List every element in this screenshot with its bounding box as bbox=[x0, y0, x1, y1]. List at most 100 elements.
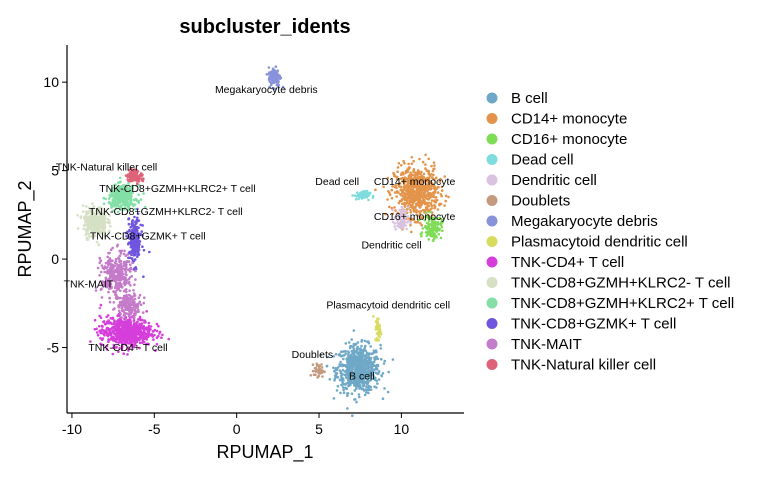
data-point bbox=[410, 156, 414, 159]
data-point bbox=[407, 197, 411, 200]
data-point bbox=[424, 163, 427, 166]
data-point bbox=[334, 367, 338, 370]
data-point bbox=[153, 333, 156, 337]
cluster-label: TNK-CD8+GZMK+ T cell bbox=[90, 231, 206, 243]
data-point bbox=[440, 189, 444, 192]
cluster-label: TNK-MAIT bbox=[64, 278, 114, 290]
data-point bbox=[381, 397, 385, 401]
data-point bbox=[322, 370, 325, 373]
data-point bbox=[117, 264, 120, 268]
data-point bbox=[361, 387, 365, 391]
legend-swatch bbox=[486, 297, 498, 309]
data-point bbox=[123, 332, 126, 335]
data-point bbox=[387, 370, 391, 374]
data-point bbox=[410, 196, 413, 199]
data-point bbox=[357, 363, 361, 366]
data-point bbox=[134, 269, 137, 273]
data-point bbox=[111, 336, 114, 340]
data-point bbox=[350, 363, 353, 367]
data-point bbox=[370, 367, 373, 370]
data-point bbox=[363, 357, 367, 361]
legend-label: B cell bbox=[511, 90, 548, 107]
data-point bbox=[134, 220, 137, 224]
data-point bbox=[447, 195, 450, 199]
data-point bbox=[167, 337, 170, 341]
data-point bbox=[106, 255, 109, 259]
data-point bbox=[439, 177, 442, 181]
data-point bbox=[430, 234, 434, 238]
data-point bbox=[137, 246, 141, 249]
data-point bbox=[365, 385, 368, 389]
cluster-label: CD16+ monocyte bbox=[374, 211, 456, 223]
data-point bbox=[350, 361, 354, 365]
data-point bbox=[96, 333, 100, 337]
data-point bbox=[342, 350, 346, 353]
data-point bbox=[350, 392, 354, 396]
data-point bbox=[128, 299, 132, 302]
data-point bbox=[155, 336, 159, 340]
data-point bbox=[360, 380, 363, 384]
data-point bbox=[357, 355, 361, 359]
data-point bbox=[396, 224, 399, 228]
data-point bbox=[386, 198, 389, 201]
data-point bbox=[439, 193, 443, 196]
cluster-label: Megakaryocyte debris bbox=[215, 84, 318, 96]
data-point bbox=[430, 164, 433, 168]
data-point bbox=[436, 223, 440, 226]
data-point bbox=[344, 342, 348, 345]
legend-swatch bbox=[486, 277, 498, 288]
data-point bbox=[118, 260, 121, 264]
data-point bbox=[427, 157, 431, 161]
data-point bbox=[369, 356, 373, 360]
data-point bbox=[338, 363, 342, 366]
data-point bbox=[312, 373, 316, 377]
data-point bbox=[336, 376, 340, 379]
data-point bbox=[113, 201, 117, 205]
data-point bbox=[341, 386, 345, 389]
data-point bbox=[362, 364, 365, 368]
data-point bbox=[420, 234, 423, 238]
data-point bbox=[134, 304, 138, 308]
data-point bbox=[422, 172, 426, 176]
data-point bbox=[349, 383, 352, 387]
legend-label: TNK-CD8+GZMK+ T cell bbox=[511, 316, 676, 333]
data-point bbox=[352, 347, 356, 351]
series-points-0 bbox=[319, 329, 395, 418]
data-point bbox=[376, 320, 379, 324]
data-point bbox=[354, 366, 358, 370]
data-point bbox=[347, 368, 350, 371]
data-point bbox=[438, 203, 441, 207]
data-point bbox=[439, 223, 443, 227]
data-point bbox=[433, 224, 436, 228]
data-point bbox=[411, 189, 414, 192]
data-point bbox=[334, 352, 338, 356]
data-point bbox=[402, 159, 405, 163]
data-point bbox=[378, 335, 382, 339]
data-point bbox=[116, 286, 119, 290]
data-point bbox=[369, 345, 373, 348]
data-point bbox=[365, 391, 368, 394]
data-point bbox=[365, 388, 368, 392]
data-point bbox=[436, 191, 440, 194]
data-point bbox=[360, 354, 364, 357]
data-point bbox=[415, 202, 419, 205]
data-point bbox=[433, 167, 436, 170]
data-point bbox=[431, 214, 434, 217]
legend-swatch bbox=[486, 236, 498, 247]
data-point bbox=[373, 378, 377, 382]
data-point bbox=[400, 198, 404, 202]
data-point bbox=[395, 195, 399, 198]
data-point bbox=[347, 341, 351, 344]
data-point bbox=[334, 371, 338, 375]
cluster-label: TNK-CD8+GZMH+KLRC2+ T cell bbox=[99, 183, 255, 195]
data-point bbox=[99, 222, 102, 225]
data-point bbox=[155, 322, 159, 326]
data-point bbox=[430, 204, 434, 208]
data-point bbox=[134, 266, 137, 269]
legend-label: Doublets bbox=[511, 193, 570, 210]
data-point bbox=[365, 367, 368, 370]
data-point bbox=[110, 322, 113, 326]
data-point bbox=[85, 238, 89, 241]
data-point bbox=[393, 225, 397, 228]
data-point bbox=[95, 331, 99, 334]
